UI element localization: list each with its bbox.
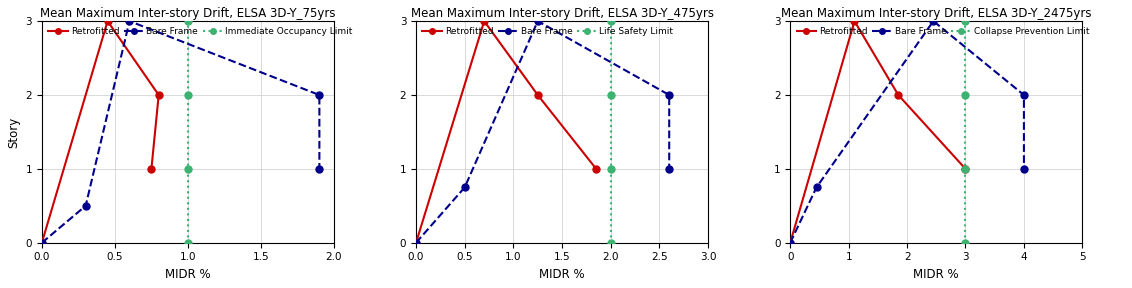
- Title: Mean Maximum Inter-story Drift, ELSA 3D-Y_475yrs: Mean Maximum Inter-story Drift, ELSA 3D-…: [411, 7, 713, 20]
- X-axis label: MIDR %: MIDR %: [539, 268, 585, 281]
- Legend: Retrofitted, Bare Frame, Immediate Occupancy Limit: Retrofitted, Bare Frame, Immediate Occup…: [46, 26, 354, 38]
- Title: Mean Maximum Inter-story Drift, ELSA 3D-Y_2475yrs: Mean Maximum Inter-story Drift, ELSA 3D-…: [781, 7, 1091, 20]
- X-axis label: MIDR %: MIDR %: [165, 268, 211, 281]
- Legend: Retrofitted, Bare Frame, Collapse Prevention Limit: Retrofitted, Bare Frame, Collapse Preven…: [795, 26, 1091, 38]
- X-axis label: MIDR %: MIDR %: [914, 268, 959, 281]
- Legend: Retrofitted, Bare Frame, Life Safety Limit: Retrofitted, Bare Frame, Life Safety Lim…: [421, 26, 676, 38]
- Title: Mean Maximum Inter-story Drift, ELSA 3D-Y_75yrs: Mean Maximum Inter-story Drift, ELSA 3D-…: [40, 7, 336, 20]
- Y-axis label: Story: Story: [7, 116, 20, 147]
